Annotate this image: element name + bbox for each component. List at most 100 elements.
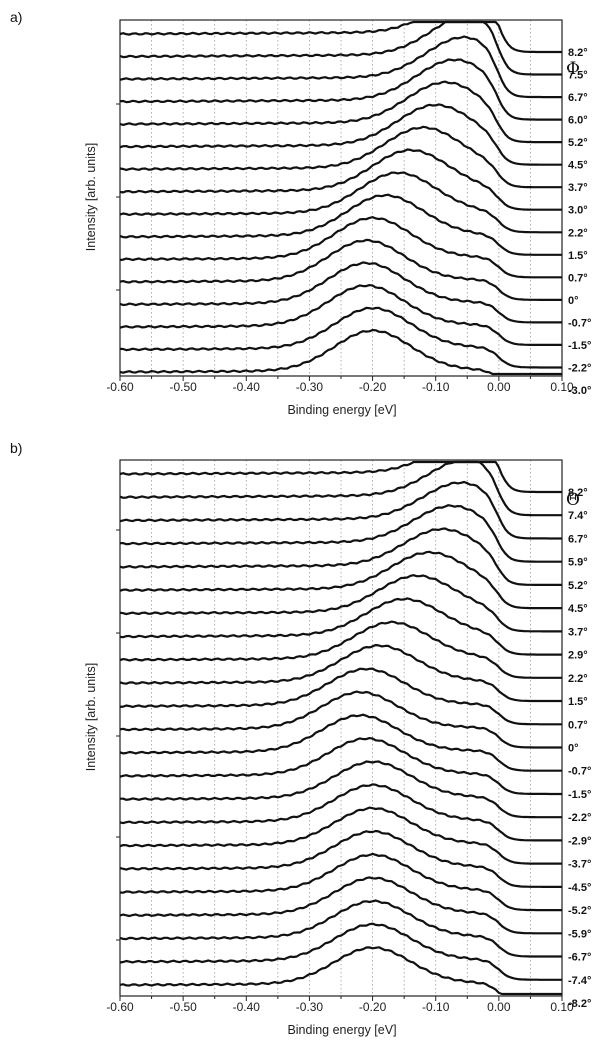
spectrum-curve: [119, 193, 562, 256]
angle-label: -7.4°: [568, 975, 591, 987]
panel-b-angle-symbol: Θ: [566, 490, 580, 510]
x-tick-label: 0.00: [487, 1000, 511, 1014]
x-tick-label: -0.20: [359, 380, 387, 394]
spectrum-curve: [119, 58, 562, 121]
spectrum-curve: [119, 527, 562, 587]
x-tick-label: -0.40: [233, 1000, 261, 1014]
angle-label: 6.0°: [568, 115, 588, 127]
x-tick-label: -0.10: [422, 1000, 450, 1014]
spectrum-curve: [119, 946, 562, 996]
x-tick-label: -0.20: [359, 1000, 387, 1014]
spectrum-curve: [119, 829, 562, 889]
angle-label: 5.2°: [568, 137, 588, 149]
angle-label: -1.5°: [568, 789, 591, 801]
panel-b-label: b): [10, 440, 22, 456]
angle-label: -2.2°: [568, 363, 591, 375]
angle-label: 3.7°: [568, 626, 588, 638]
angle-label: 8.2°: [568, 47, 588, 59]
spectrum-curve: [119, 306, 562, 369]
spectrum-curve: [119, 20, 562, 76]
panel-a-ylabel: Intensity [arb. units]: [84, 143, 98, 251]
x-tick-label: -0.30: [296, 380, 324, 394]
spectrum-curve: [119, 480, 562, 540]
spectrum-curve: [119, 125, 562, 189]
angle-label: 8.2°: [568, 487, 588, 499]
angle-label: 6.7°: [568, 534, 588, 546]
spectrum-curve: [119, 876, 562, 935]
x-tick-label: -0.30: [296, 1000, 324, 1014]
spectrum-curve: [119, 852, 562, 912]
angle-label: -3.0°: [568, 385, 591, 397]
angle-label: -8.2°: [568, 998, 591, 1010]
angle-label: -5.9°: [568, 928, 591, 940]
panel-b: -0.60 -0.50 -0.40 -0.30 -0.20 -0.10 0.00 0.10 8.…: [106, 459, 591, 1014]
x-tick-label: 0.10: [550, 380, 574, 394]
x-tick-label: -0.50: [169, 1000, 197, 1014]
spectrum-curve: [119, 328, 562, 376]
angle-label: -0.7°: [568, 317, 591, 329]
angle-label: 0.7°: [568, 719, 588, 731]
angle-label: 4.5°: [568, 603, 588, 615]
angle-label: -4.5°: [568, 882, 591, 894]
panel-a-xlabel: Binding energy [eV]: [287, 403, 396, 417]
panel-b-xlabel: Binding energy [eV]: [287, 1023, 396, 1037]
angle-label: -0.7°: [568, 766, 591, 778]
spectrum-curve: [119, 504, 562, 563]
angle-label: -6.7°: [568, 952, 591, 964]
spectrum-curve: [119, 80, 562, 144]
x-tick-label: 0.00: [487, 380, 511, 394]
angle-label: 3.0°: [568, 205, 588, 217]
spectrum-curve: [119, 216, 562, 279]
panel-a-angle-symbol: Φ: [566, 59, 580, 79]
angle-label: 2.2°: [568, 227, 588, 239]
angle-label: -1.5°: [568, 340, 591, 352]
angle-label: 2.9°: [568, 650, 588, 662]
spectrum-curve: [119, 284, 562, 346]
angle-label: 5.2°: [568, 580, 588, 592]
angle-label: -5.2°: [568, 905, 591, 917]
panel-a: -0.60 -0.50 -0.40 -0.30 -0.20 -0.10 0.00 0.10 8.…: [106, 19, 591, 397]
spectrum-curve: [119, 899, 562, 958]
spectrum-curve: [119, 713, 562, 772]
angle-label: 2.2°: [568, 673, 588, 685]
angle-label: 3.7°: [568, 182, 588, 194]
spectrum-curve: [119, 620, 562, 679]
angle-label: -2.9°: [568, 835, 591, 847]
spectrum-curve: [119, 550, 562, 610]
angle-label: 0.7°: [568, 272, 588, 284]
spectrum-curve: [119, 20, 562, 54]
angle-label: 0°: [568, 743, 579, 755]
angle-label: 6.7°: [568, 92, 588, 104]
angle-label: -3.7°: [568, 859, 591, 871]
x-tick-label: -0.50: [169, 380, 197, 394]
angle-label: 5.9°: [568, 557, 588, 569]
x-tick-label: -0.40: [233, 380, 261, 394]
spectrum-curve: [119, 460, 562, 494]
spectrum-curve: [119, 643, 562, 703]
spectrum-curve: [119, 922, 562, 981]
panel-a-label: a): [10, 9, 22, 25]
angle-label: 7.4°: [568, 510, 588, 522]
angle-label: 1.5°: [568, 250, 588, 262]
panel-b-ylabel: Intensity [arb. units]: [84, 663, 98, 771]
spectrum-curve: [120, 760, 562, 819]
spectrum-curve: [119, 667, 562, 726]
spectrum-curve: [119, 783, 562, 842]
spectrum-curve: [119, 574, 562, 633]
spectrum-curve: [119, 238, 562, 301]
spectrum-curve: [119, 261, 562, 324]
x-tick-label: -0.60: [106, 1000, 134, 1014]
angle-label: -2.2°: [568, 812, 591, 824]
x-tick-label: -0.60: [106, 380, 134, 394]
spectrum-curve: [119, 690, 562, 749]
spectrum-curve: [119, 171, 562, 234]
x-tick-label: -0.10: [422, 380, 450, 394]
x-tick-label: 0.10: [550, 1000, 574, 1014]
spectrum-curve: [119, 597, 562, 656]
angle-label: 4.5°: [568, 160, 588, 172]
spectrum-curve: [119, 806, 562, 865]
spectrum-curve: [119, 460, 562, 517]
spectrum-curve: [119, 736, 562, 796]
spectrum-curve: [119, 148, 562, 211]
